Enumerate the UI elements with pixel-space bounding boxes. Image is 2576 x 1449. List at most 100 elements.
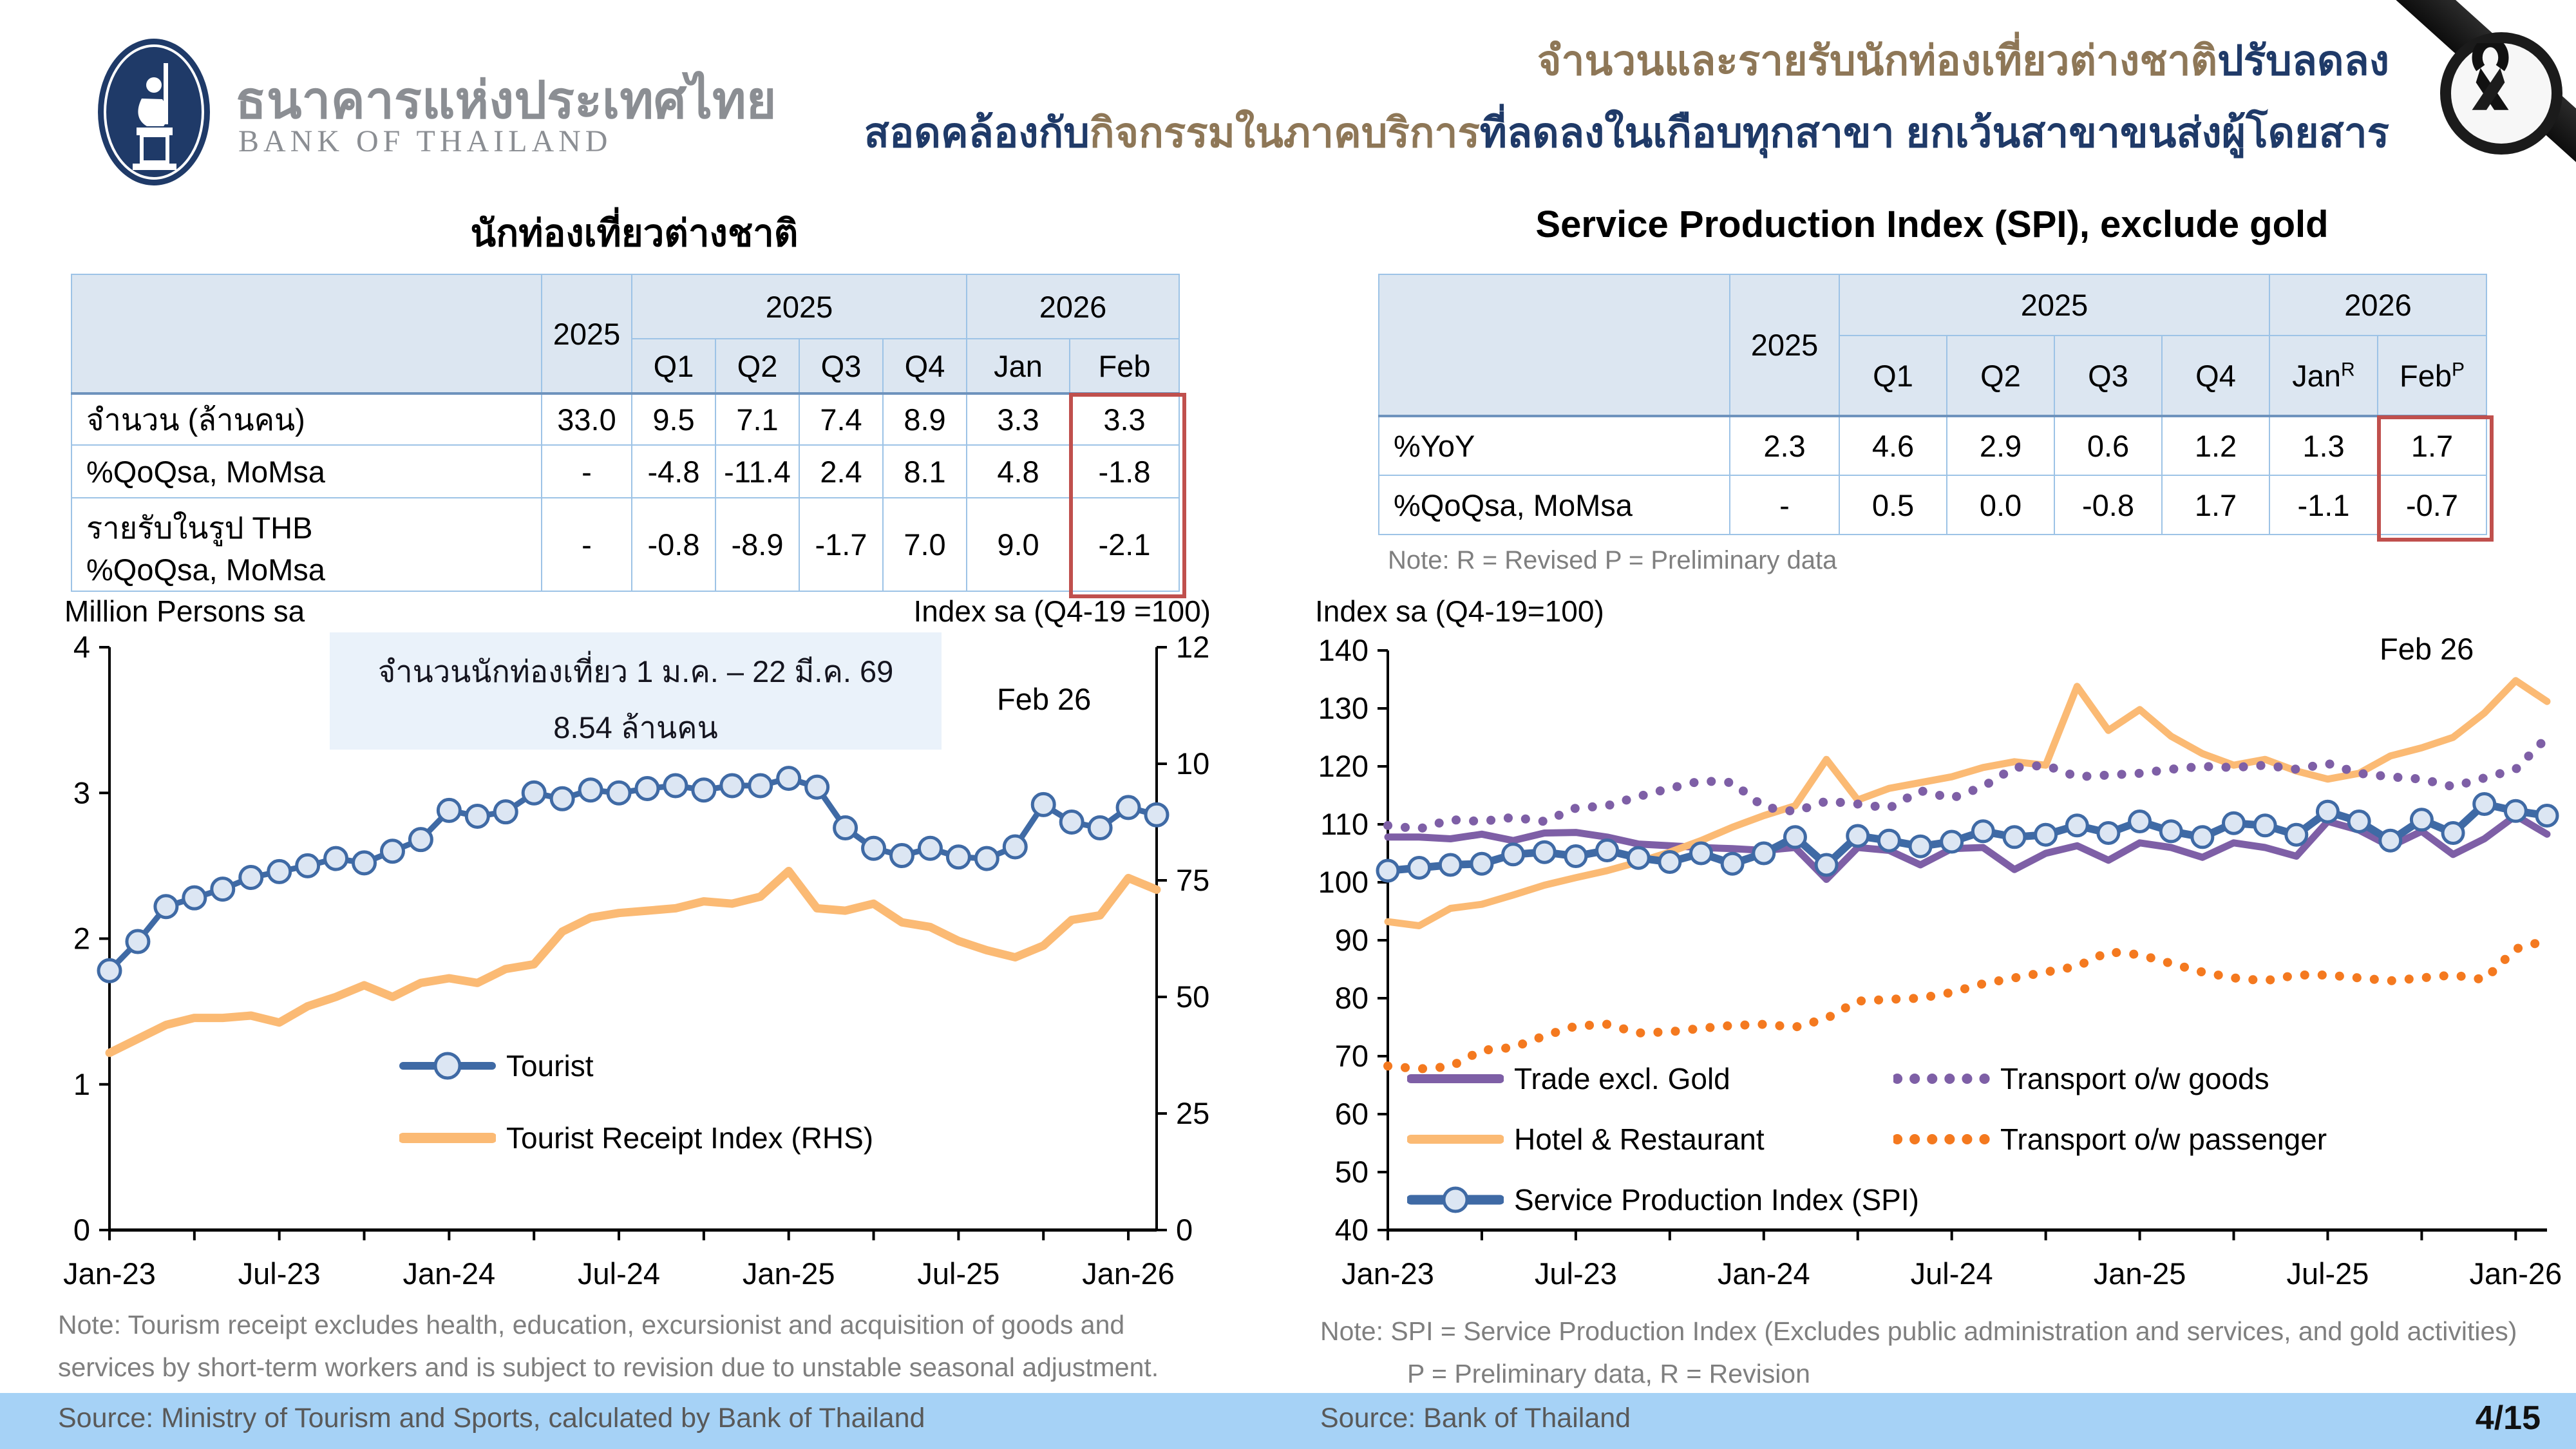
legend-item-receipt: Tourist Receipt Index (RHS) [399,1121,873,1155]
table-cell: 2026 [966,274,1180,339]
tourist-table: 2025 2025 2026 Q1 Q2 Q3 Q4 Jan Feb จำนวน… [71,274,1186,598]
svg-text:4: 4 [73,630,90,664]
page-number: 4/15 [2475,1399,2541,1437]
table-cell: 1.3 [2269,415,2378,476]
spi-table: 2025 2025 2026 Q1 Q2 Q3 Q4 JanR FebP %Yo… [1378,274,2494,542]
svg-text:Jan-23: Jan-23 [1341,1256,1434,1291]
spi-axis-caption: Index sa (Q4-19=100) [1315,594,1604,628]
table-cell: 7.0 [882,497,967,592]
title-line2: สอดคล้องกับกิจกรรมในภาคบริการที่ลดลงในเก… [864,109,2389,156]
table-cell [1378,274,1730,417]
table-cell: Q4 [882,338,967,394]
brand-thai: ธนาคารแห่งประเทศไทย [235,71,777,129]
tourist-line-icon [399,1052,496,1080]
table-cell: 33.0 [541,392,632,446]
source-left: Source: Ministry of Tourism and Sports, … [58,1403,925,1434]
svg-text:3: 3 [73,775,90,810]
table-cell: 3.3 [1069,392,1180,446]
trade-line-icon [1407,1074,1504,1083]
bot-emblem-icon [98,39,210,185]
svg-text:140: 140 [1318,633,1368,667]
legend-item-trade: Trade excl. Gold [1407,1061,1730,1096]
svg-text:40: 40 [1335,1213,1368,1247]
table-row: รายรับในรูป THB %QoQsa, MoMsa - -0.8 -8.… [71,497,1180,592]
table-cell: - [541,497,632,592]
svg-text:100: 100 [1176,746,1211,781]
table-header-sub: Q1 Q2 Q3 Q4 Jan Feb [71,338,1180,394]
annotation-box: จำนวนนักท่องเที่ยว 1 ม.ค. – 22 มี.ค. 69 … [330,632,942,750]
svg-text:Jan-25: Jan-25 [743,1256,835,1291]
svg-text:Jul-25: Jul-25 [917,1256,999,1291]
table-cell: 2025 [631,274,967,339]
table-cell: %QoQsa, MoMsa [1378,475,1730,535]
table-cell: Q3 [799,338,884,394]
svg-text:0: 0 [73,1213,90,1247]
table-cell: 1.7 [2161,475,2270,535]
table-row: %QoQsa, MoMsa - -4.8 -11.4 2.4 8.1 4.8 -… [71,444,1180,498]
svg-text:Jan-26: Jan-26 [2469,1256,2562,1291]
table-cell: -2.1 [1069,497,1180,592]
table-cell: 8.9 [882,392,967,446]
table-cell: 0.6 [2054,415,2163,476]
table-cell: 2025 [1729,274,1840,417]
table-cell: - [1729,475,1840,535]
table-cell: %QoQsa, MoMsa [71,444,542,498]
table-header-sub: Q1 Q2 Q3 Q4 JanR FebP [1379,335,2487,417]
table-cell: Q3 [2054,335,2163,417]
legend-item-hotel: Hotel & Restaurant [1407,1122,1765,1157]
svg-text:125: 125 [1176,630,1211,664]
svg-text:0: 0 [1176,1213,1193,1247]
table-cell: 0.5 [1839,475,1947,535]
tourist-chart-svg: 0 1 2 3 4 0 25 50 75 100 125 Jan-23 Jul-23 Jan-24 Jul-… [63,630,1211,1291]
table-cell: -1.1 [2269,475,2378,535]
table-cell: 4.8 [966,444,1070,498]
table-cell: -1.8 [1069,444,1180,498]
svg-text:130: 130 [1318,691,1368,725]
svg-text:25: 25 [1176,1096,1209,1130]
table-cell: Q2 [1946,335,2055,417]
table-cell: Q1 [631,338,716,394]
table-cell: - [541,444,632,498]
svg-text:90: 90 [1335,923,1368,957]
svg-text:Jul-24: Jul-24 [1911,1256,1993,1291]
title-line1: จำนวนและรายรับนักท่องเที่ยวต่างชาติปรับล… [1537,37,2389,84]
receipt-line-icon [399,1133,496,1143]
table-cell: -0.8 [631,497,716,592]
spi-line-icon [1407,1186,1504,1213]
table-cell: 1.2 [2161,415,2270,476]
table-row: %QoQsa, MoMsa - 0.5 0.0 -0.8 1.7 -1.1 -0… [1378,475,2487,535]
svg-text:80: 80 [1335,981,1368,1015]
svg-text:110: 110 [1320,807,1368,841]
svg-text:70: 70 [1335,1039,1368,1073]
table-cell: 9.5 [631,392,716,446]
table-cell: 2.9 [1946,415,2055,476]
svg-text:Jan-24: Jan-24 [402,1256,495,1291]
table-cell: -11.4 [715,444,800,498]
table-cell: 1.7 [2377,415,2487,476]
svg-text:1: 1 [73,1067,90,1101]
page-title: จำนวนและรายรับนักท่องเที่ยวต่างชาติปรับล… [864,24,2389,169]
table-cell: 9.0 [966,497,1070,592]
table-cell: -8.9 [715,497,800,592]
svg-text:60: 60 [1335,1097,1368,1131]
legend-item-transport-goods: Transport o/w goods [1893,1061,2269,1096]
table-cell: FebP [2377,335,2487,417]
table-cell: Q2 [715,338,800,394]
table-cell: 2026 [2269,274,2487,336]
transport-goods-line-icon [1893,1074,1990,1084]
table-cell [71,274,542,394]
table-cell: Q4 [2161,335,2270,417]
svg-text:120: 120 [1318,749,1368,783]
table-cell: 2.4 [799,444,884,498]
table-cell: JanR [2269,335,2378,417]
spi-note: Note: SPI = Service Production Index (Ex… [1320,1316,2517,1388]
table-cell: 2025 [1839,274,2270,336]
table-cell: Feb [1069,338,1180,394]
table-cell: 2.3 [1729,415,1840,476]
table-row: %YoY 2.3 4.6 2.9 0.6 1.2 1.3 1.7 [1378,415,2487,476]
table-cell: %YoY [1378,415,1730,476]
table-cell: Jan [966,338,1070,394]
source-right: Source: Bank of Thailand [1320,1403,1631,1434]
legend-item-spi: Service Production Index (SPI) [1407,1182,1919,1217]
